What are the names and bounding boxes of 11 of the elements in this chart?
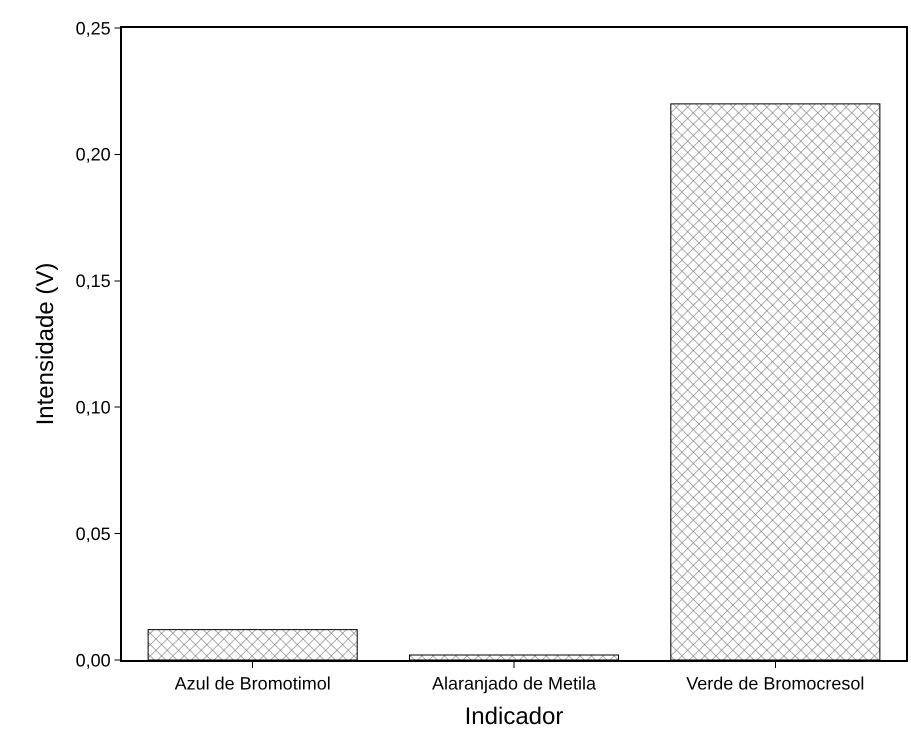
y-tick-label: 0,05 (76, 524, 111, 544)
y-tick-label: 0,10 (76, 398, 111, 418)
y-axis-title: Intensidade (V) (32, 262, 60, 426)
y-tick-label: 0,15 (76, 271, 111, 292)
x-tick-label: Azul de Bromotimol (174, 673, 331, 694)
y-tick-label: 0,00 (76, 650, 111, 670)
y-tick-label: 0,25 (76, 18, 111, 38)
x-tick-label: Verde de Bromocresol (686, 673, 864, 694)
x-axis-title: Indicador (464, 703, 564, 730)
x-tick-label: Alaranjado de Metila (432, 673, 598, 694)
y-tick-label: 0,20 (76, 144, 111, 165)
